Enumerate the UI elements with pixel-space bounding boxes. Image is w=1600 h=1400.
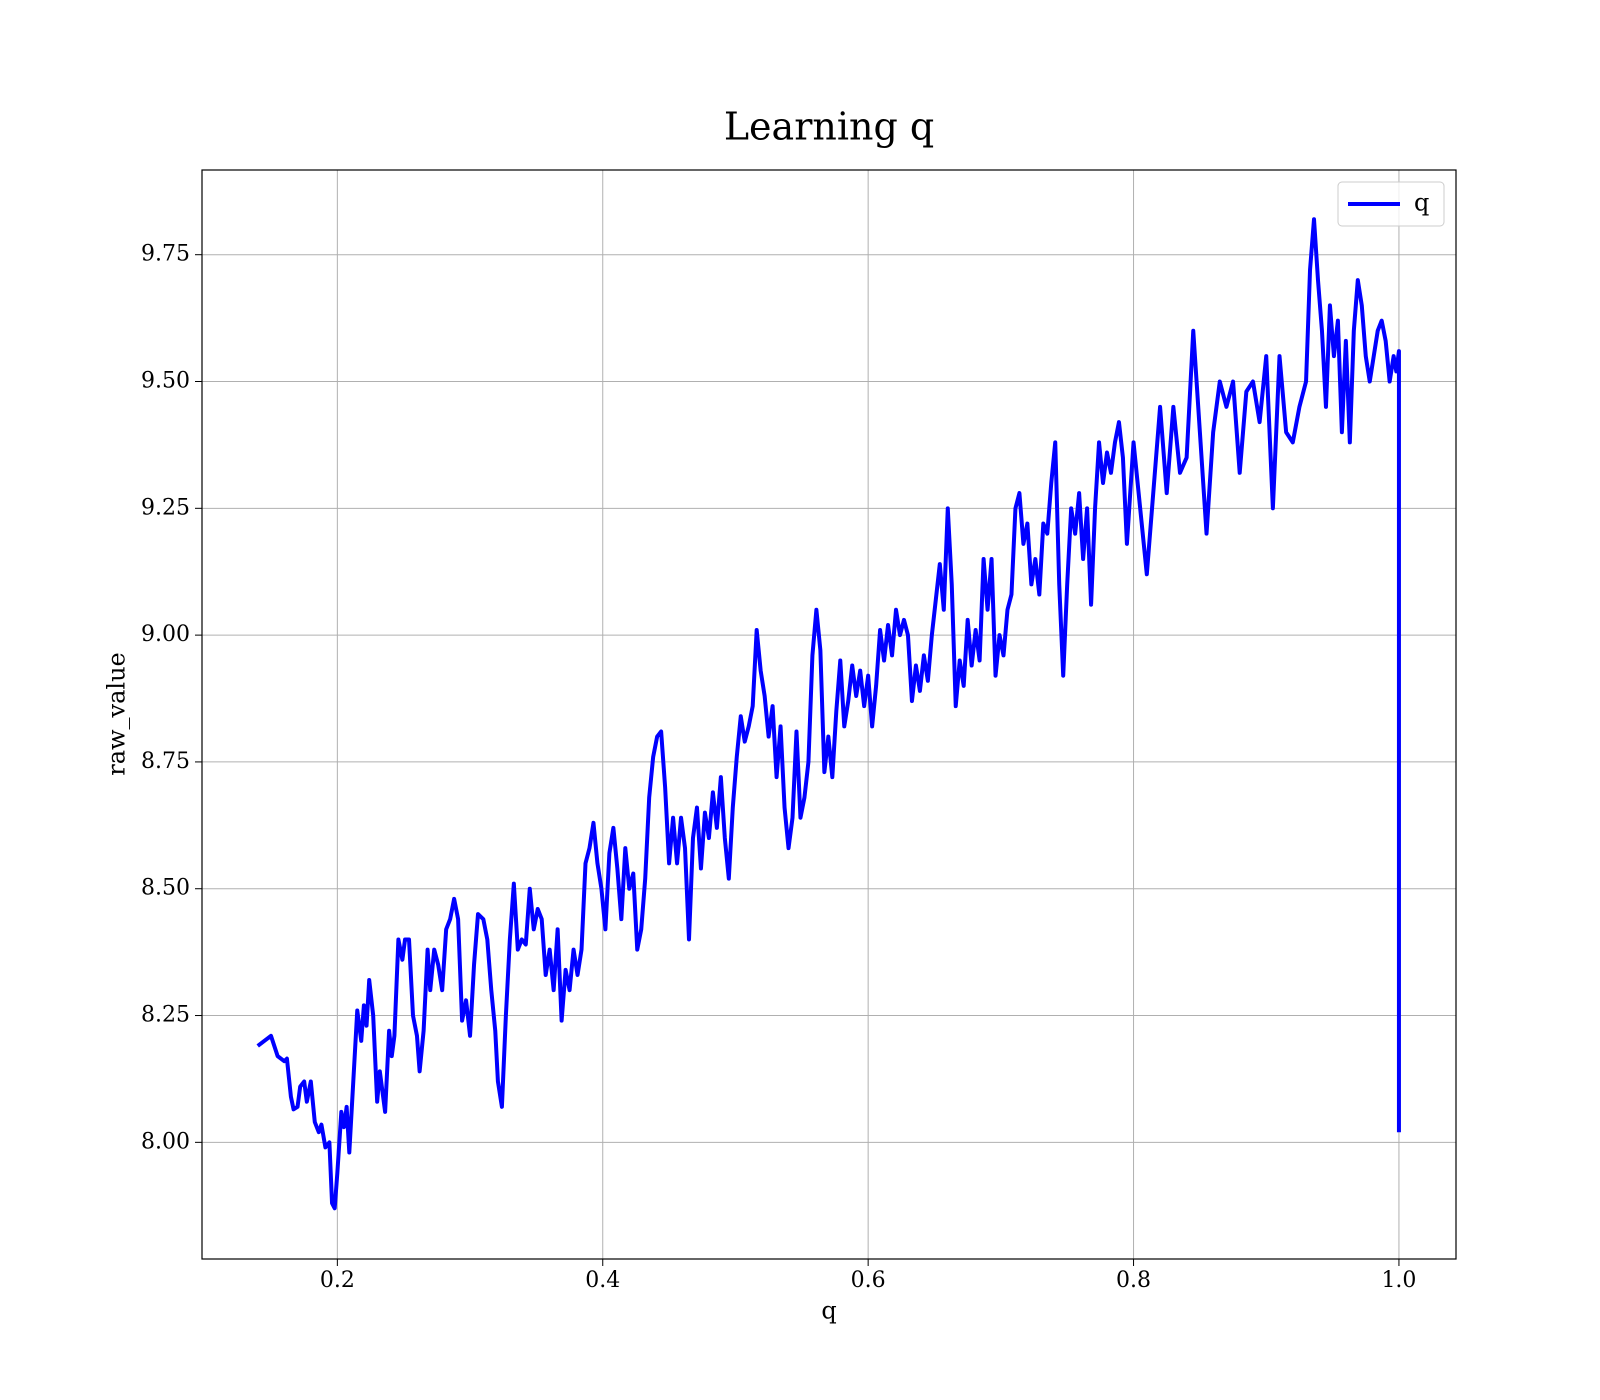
line-series — [256, 217, 1401, 1211]
y-tick-label: 9.25 — [141, 495, 190, 520]
x-tick-label: 0.4 — [585, 1268, 620, 1293]
x-tick-label: 0.2 — [320, 1268, 355, 1293]
x-tick-label: 0.6 — [851, 1268, 886, 1293]
y-tick-label: 9.75 — [141, 242, 190, 267]
x-tick-label: 0.8 — [1116, 1268, 1151, 1293]
y-tick-label: 9.00 — [141, 622, 190, 647]
chart-title: Learning q — [724, 105, 934, 149]
x-tick-label: 1.0 — [1381, 1268, 1416, 1293]
y-tick-label: 9.50 — [141, 369, 190, 394]
legend-label: q — [1414, 189, 1429, 217]
y-tick-label: 8.25 — [141, 1003, 190, 1028]
y-tick-label: 8.00 — [141, 1129, 190, 1154]
y-tick-label: 8.75 — [141, 749, 190, 774]
y-axis-label: raw_value — [103, 652, 131, 776]
plot-frame — [201, 169, 1457, 1260]
y-tick-label: 8.50 — [141, 876, 190, 901]
x-axis-label: q — [821, 1297, 836, 1325]
